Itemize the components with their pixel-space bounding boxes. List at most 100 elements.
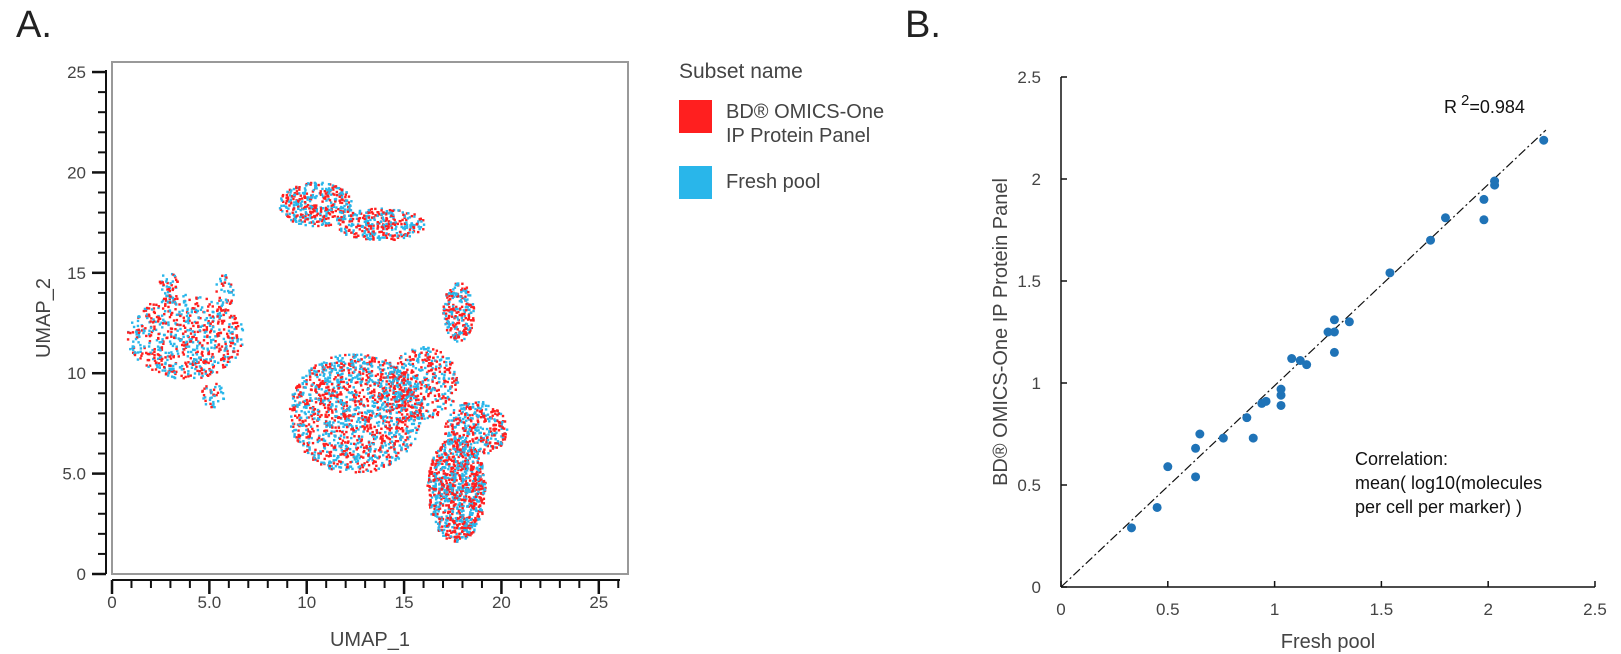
umap-cell-bd-panel <box>154 368 158 371</box>
umap-cell-fresh-pool <box>325 199 328 202</box>
umap-cell-bd-panel <box>325 386 328 389</box>
umap-cell-bd-panel <box>396 236 400 239</box>
umap-cell-fresh-pool <box>341 357 344 360</box>
umap-cell-fresh-pool <box>467 308 470 311</box>
umap-cell-bd-panel <box>339 460 342 464</box>
umap-cell-bd-panel <box>160 363 164 366</box>
umap-cell-bd-panel <box>443 370 447 373</box>
umap-cell-bd-panel <box>453 526 456 529</box>
umap-cell-bd-panel <box>333 185 336 188</box>
umap-cell-fresh-pool <box>396 391 400 394</box>
umap-cell-fresh-pool <box>291 393 295 396</box>
umap-cell-fresh-pool <box>469 443 473 446</box>
umap-cell-bd-panel <box>448 457 451 461</box>
umap-cell-bd-panel <box>389 209 393 212</box>
umap-cell-fresh-pool <box>228 336 232 340</box>
umap-cell-fresh-pool <box>339 191 342 195</box>
umap-cell-bd-panel <box>455 526 459 530</box>
umap-cell-bd-panel <box>181 351 185 354</box>
umap-cell-fresh-pool <box>452 291 455 295</box>
umap-cell-bd-panel <box>364 226 367 229</box>
umap-cell-fresh-pool <box>470 525 474 529</box>
umap-cell-fresh-pool <box>449 440 453 443</box>
umap-cell-fresh-pool <box>295 201 298 205</box>
umap-cell-fresh-pool <box>151 329 155 332</box>
umap-cell-fresh-pool <box>318 439 321 442</box>
umap-cell-fresh-pool <box>317 418 321 421</box>
umap-cell-bd-panel <box>184 363 188 366</box>
umap-cell-bd-panel <box>346 441 350 444</box>
umap-cell-fresh-pool <box>356 459 360 463</box>
umap-cell-bd-panel <box>395 427 398 430</box>
umap-cell-bd-panel <box>360 463 364 467</box>
umap-cell-bd-panel <box>290 419 294 422</box>
umap-cell-fresh-pool <box>408 216 412 219</box>
umap-cell-bd-panel <box>428 489 431 492</box>
umap-cell-fresh-pool <box>477 500 481 503</box>
umap-cell-bd-panel <box>347 371 351 375</box>
umap-cell-bd-panel <box>329 223 333 227</box>
umap-cell-fresh-pool <box>425 372 429 376</box>
umap-cell-fresh-pool <box>321 195 325 198</box>
umap-cell-bd-panel <box>452 444 455 447</box>
umap-cell-bd-panel <box>456 422 459 425</box>
umap-cell-bd-panel <box>309 375 312 378</box>
umap-cell-bd-panel <box>298 434 302 437</box>
umap-cell-bd-panel <box>329 450 333 454</box>
umap-cell-fresh-pool <box>197 316 200 319</box>
umap-cell-fresh-pool <box>219 279 222 283</box>
umap-cell-fresh-pool <box>408 235 411 238</box>
umap-cell-bd-panel <box>373 390 376 394</box>
umap-cell-bd-panel <box>415 222 419 226</box>
umap-cell-bd-panel <box>452 500 455 503</box>
umap-cell-fresh-pool <box>442 495 446 498</box>
umap-cell-bd-panel <box>434 462 437 466</box>
umap-cell-bd-panel <box>451 492 454 495</box>
umap-cell-bd-panel <box>352 429 355 432</box>
umap-cell-fresh-pool <box>350 359 354 363</box>
umap-cell-bd-panel <box>437 388 440 392</box>
umap-cell-fresh-pool <box>352 386 355 389</box>
umap-cell-bd-panel <box>159 281 162 285</box>
umap-cell-fresh-pool <box>332 421 335 424</box>
umap-cell-bd-panel <box>379 437 382 440</box>
umap-cell-bd-panel <box>370 414 373 417</box>
umap-cell-fresh-pool <box>162 318 165 322</box>
umap-cell-bd-panel <box>217 334 220 337</box>
umap-cell-bd-panel <box>388 222 391 226</box>
umap-cell-bd-panel <box>296 199 300 203</box>
umap-cell-fresh-pool <box>445 494 448 498</box>
umap-cell-fresh-pool <box>353 430 357 434</box>
umap-cell-bd-panel <box>218 296 221 300</box>
umap-cell-fresh-pool <box>216 312 220 316</box>
umap-cell-fresh-pool <box>436 496 439 499</box>
umap-cell-bd-panel <box>207 352 210 355</box>
umap-cell-fresh-pool <box>358 359 361 362</box>
umap-cell-fresh-pool <box>458 331 462 335</box>
umap-cell-bd-panel <box>284 202 288 205</box>
umap-cell-bd-panel <box>430 368 433 371</box>
umap-cell-fresh-pool <box>205 316 209 320</box>
umap-cell-fresh-pool <box>344 217 347 221</box>
umap-cell-bd-panel <box>174 372 177 376</box>
umap-cell-bd-panel <box>236 324 240 328</box>
umap-cell-bd-panel <box>336 395 339 398</box>
umap-cell-fresh-pool <box>414 389 418 392</box>
umap-cell-fresh-pool <box>340 205 343 209</box>
umap-cell-fresh-pool <box>223 349 226 352</box>
umap-cell-fresh-pool <box>185 340 188 344</box>
umap-cell-fresh-pool <box>391 456 394 459</box>
umap-cell-fresh-pool <box>470 502 474 506</box>
umap-cell-bd-panel <box>449 308 452 311</box>
umap-cell-bd-panel <box>351 371 355 374</box>
umap-cell-fresh-pool <box>431 387 435 390</box>
umap-cell-fresh-pool <box>315 370 318 374</box>
umap-cell-bd-panel <box>455 376 458 380</box>
umap-cell-fresh-pool <box>395 231 399 235</box>
umap-cell-bd-panel <box>208 367 211 371</box>
umap-cell-bd-panel <box>145 334 148 338</box>
umap-cell-bd-panel <box>393 448 396 451</box>
umap-cell-fresh-pool <box>360 417 364 420</box>
umap-cell-bd-panel <box>457 321 461 325</box>
umap-cell-bd-panel <box>135 336 139 339</box>
